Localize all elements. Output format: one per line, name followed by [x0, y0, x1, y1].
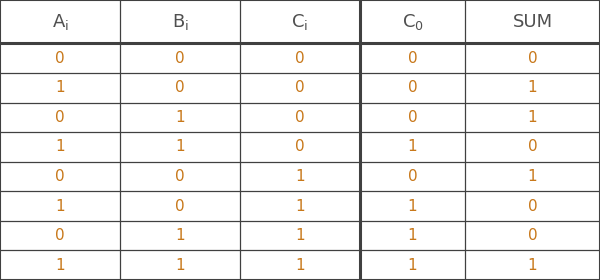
- Text: 1: 1: [407, 199, 418, 214]
- Text: 1: 1: [175, 110, 185, 125]
- Text: 0: 0: [55, 51, 65, 66]
- Text: 0: 0: [527, 228, 538, 243]
- Text: 1: 1: [55, 258, 65, 273]
- Text: 0: 0: [295, 110, 305, 125]
- Text: 1: 1: [295, 199, 305, 214]
- Text: 0: 0: [407, 80, 418, 95]
- Text: 0: 0: [175, 51, 185, 66]
- Text: 0: 0: [295, 51, 305, 66]
- Text: 1: 1: [407, 139, 418, 154]
- Text: 1: 1: [55, 80, 65, 95]
- Text: 1: 1: [295, 258, 305, 273]
- Text: 1: 1: [527, 80, 538, 95]
- Text: 0: 0: [527, 199, 538, 214]
- Text: $\mathregular{C_{0}}$: $\mathregular{C_{0}}$: [401, 12, 424, 32]
- Text: 0: 0: [407, 110, 418, 125]
- Text: 1: 1: [527, 258, 538, 273]
- Text: 0: 0: [407, 169, 418, 184]
- Text: 1: 1: [527, 110, 538, 125]
- Text: 0: 0: [527, 139, 538, 154]
- Text: 1: 1: [295, 228, 305, 243]
- Text: 1: 1: [55, 199, 65, 214]
- Text: 1: 1: [175, 258, 185, 273]
- Text: 1: 1: [295, 169, 305, 184]
- Text: 1: 1: [527, 169, 538, 184]
- Text: 1: 1: [175, 228, 185, 243]
- Text: $\mathregular{A_{i}}$: $\mathregular{A_{i}}$: [52, 12, 68, 32]
- Text: 0: 0: [55, 110, 65, 125]
- Text: 0: 0: [295, 80, 305, 95]
- Text: SUM: SUM: [512, 13, 553, 31]
- Text: 0: 0: [55, 169, 65, 184]
- Text: 0: 0: [407, 51, 418, 66]
- Text: 0: 0: [527, 51, 538, 66]
- Text: 1: 1: [407, 228, 418, 243]
- Text: $\mathregular{C_{i}}$: $\mathregular{C_{i}}$: [292, 12, 308, 32]
- Text: 0: 0: [295, 139, 305, 154]
- Text: 0: 0: [175, 199, 185, 214]
- Text: 0: 0: [175, 169, 185, 184]
- Text: 1: 1: [175, 139, 185, 154]
- Text: $\mathregular{B_{i}}$: $\mathregular{B_{i}}$: [172, 12, 188, 32]
- Text: 0: 0: [175, 80, 185, 95]
- Text: 1: 1: [407, 258, 418, 273]
- Text: 1: 1: [55, 139, 65, 154]
- Text: 0: 0: [55, 228, 65, 243]
